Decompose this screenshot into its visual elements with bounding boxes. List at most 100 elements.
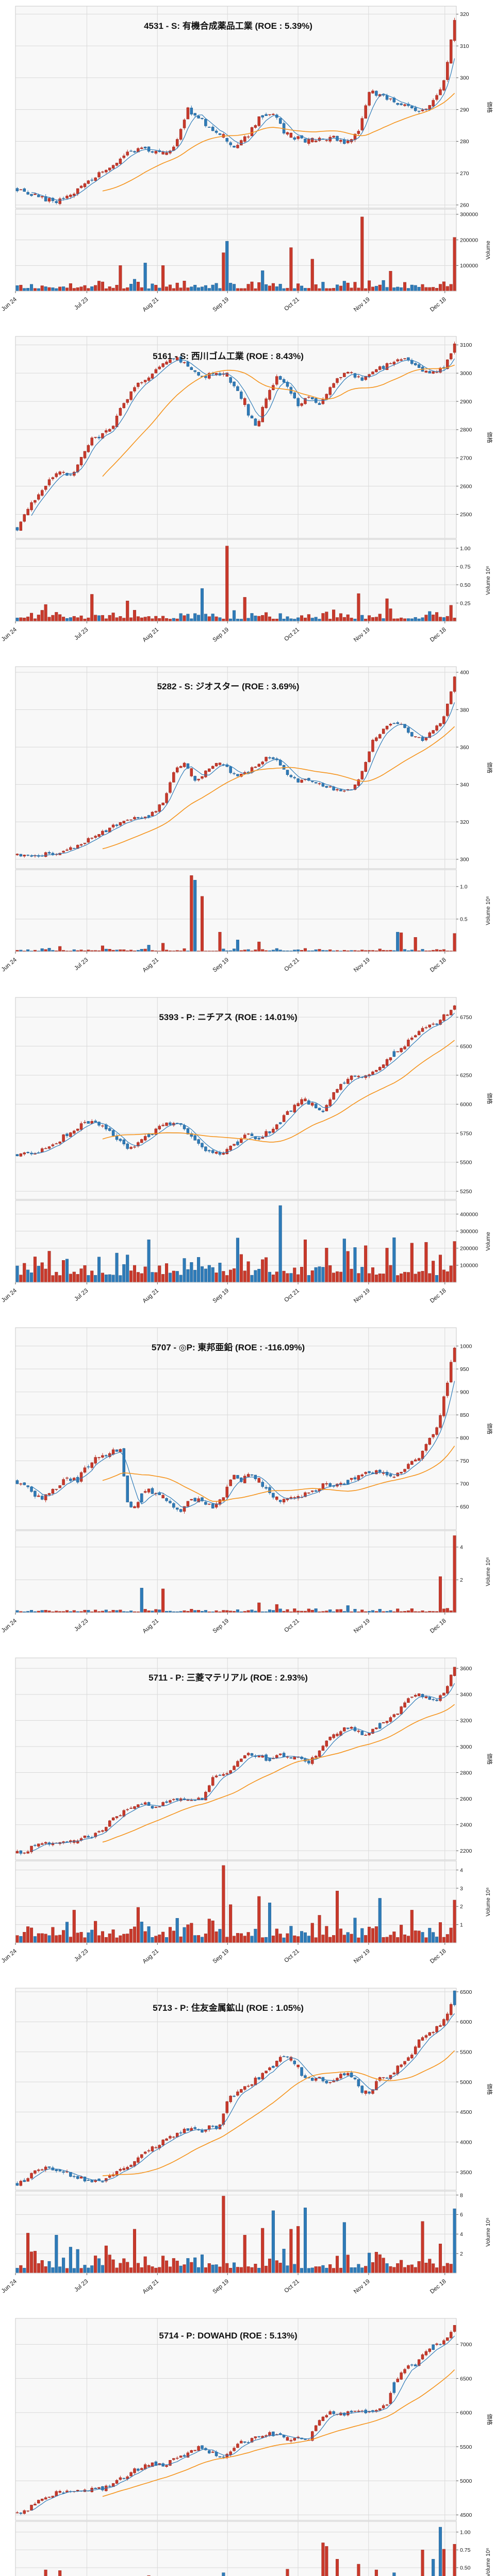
candles-group xyxy=(15,1005,456,1157)
volume-bars-group xyxy=(44,2527,456,2576)
svg-text:Dec 18: Dec 18 xyxy=(429,1618,448,1635)
svg-text:3100: 3100 xyxy=(460,342,472,348)
svg-text:100000: 100000 xyxy=(460,263,478,269)
svg-text:Jul 23: Jul 23 xyxy=(73,1287,89,1302)
svg-text:320: 320 xyxy=(460,819,469,825)
price-axis-ticks: 2200 2400 2600 2800 3000 3200 3400 3600 xyxy=(456,1666,472,1854)
stock-chart-2: 5161 - S: 西川ゴム工業 (ROE : 8.43%) 2500 2600 2… xyxy=(0,330,495,661)
ma-short-line xyxy=(31,1381,455,1508)
svg-text:310: 310 xyxy=(460,43,469,49)
svg-text:850: 850 xyxy=(460,1412,469,1418)
svg-text:Oct 21: Oct 21 xyxy=(283,626,301,642)
svg-text:Jul 23: Jul 23 xyxy=(73,296,89,311)
svg-text:300000: 300000 xyxy=(460,212,478,218)
svg-text:Jun 24: Jun 24 xyxy=(1,957,19,973)
svg-text:800: 800 xyxy=(460,1435,469,1441)
svg-text:100000: 100000 xyxy=(460,1262,478,1268)
svg-text:Jul 23: Jul 23 xyxy=(73,1618,89,1633)
svg-text:1000: 1000 xyxy=(460,1343,472,1349)
svg-text:0.25: 0.25 xyxy=(460,600,471,606)
svg-text:270: 270 xyxy=(460,171,469,177)
svg-text:Oct 21: Oct 21 xyxy=(283,1948,301,1964)
price-axis-label: 価格 xyxy=(486,2083,493,2095)
svg-text:360: 360 xyxy=(460,744,469,751)
svg-text:1: 1 xyxy=(460,1922,463,1928)
ma-long-line xyxy=(102,2369,455,2497)
svg-text:Dec 18: Dec 18 xyxy=(429,626,448,643)
svg-text:1.0: 1.0 xyxy=(460,884,468,890)
volume-axis-label: Volume 10⁶ xyxy=(485,2217,491,2247)
svg-text:2600: 2600 xyxy=(460,1796,472,1802)
svg-text:3500: 3500 xyxy=(460,2170,472,2176)
x-axis-labels: Jun 24 Jul 23 Aug 21 Sep 19 Oct 21 Nov 19 Dec … xyxy=(1,952,448,974)
svg-text:Nov 19: Nov 19 xyxy=(353,1618,371,1635)
svg-text:Jul 23: Jul 23 xyxy=(73,1948,89,1963)
x-axis-labels: Jun 24 Jul 23 Aug 21 Sep 19 Oct 21 Nov 19 Dec … xyxy=(1,1942,448,1965)
svg-text:3600: 3600 xyxy=(460,1666,472,1672)
volume-panel: 0.5 1.0 Volume 10⁶ xyxy=(15,869,491,952)
ma-short-line xyxy=(31,1683,455,1852)
svg-text:5000: 5000 xyxy=(460,2079,472,2086)
svg-text:2: 2 xyxy=(460,2251,463,2257)
volume-panel: 100000 200000 300000 400000 Volume xyxy=(15,1200,491,1283)
volume-axis-label: Volume 10⁶ xyxy=(485,1557,491,1586)
svg-text:Nov 19: Nov 19 xyxy=(353,2278,371,2295)
svg-text:0.5: 0.5 xyxy=(460,917,468,923)
price-panel: 3500 4000 4500 5000 5500 6000 6500 価格 xyxy=(15,1988,493,2191)
ma-long-line xyxy=(102,93,455,192)
svg-text:Jul 23: Jul 23 xyxy=(73,626,89,641)
svg-text:Aug 21: Aug 21 xyxy=(142,296,160,313)
svg-text:Aug 21: Aug 21 xyxy=(142,2278,160,2295)
price-axis-label: 価格 xyxy=(486,101,493,113)
volume-axis-ticks: 0.5 1.0 xyxy=(456,884,468,923)
svg-text:Oct 21: Oct 21 xyxy=(283,1287,301,1303)
svg-text:6750: 6750 xyxy=(460,1014,472,1021)
svg-text:380: 380 xyxy=(460,707,469,714)
svg-text:1.00: 1.00 xyxy=(460,546,471,552)
svg-text:340: 340 xyxy=(460,782,469,788)
x-axis-labels: Jun 24 Jul 23 Aug 21 Sep 19 Oct 21 Nov 19 Dec … xyxy=(1,621,448,643)
candles-group xyxy=(15,18,456,206)
svg-text:Oct 21: Oct 21 xyxy=(283,296,301,312)
candlestick-chart: 2200 2400 2600 2800 3000 3200 3400 3600 価格 1 2 3 4 Vo… xyxy=(1,1657,493,1965)
price-panel: 2500 2600 2700 2800 2900 3000 3100 価格 xyxy=(15,336,493,539)
volume-axis-ticks: 0.250.500.751.00 xyxy=(456,2530,471,2571)
svg-text:700: 700 xyxy=(460,1481,469,1487)
volume-axis-ticks: 100000 200000 300000 xyxy=(456,212,478,269)
svg-text:Sep 19: Sep 19 xyxy=(212,2278,230,2295)
candlestick-chart: 2500260027002800290030003100価格0.250.500.… xyxy=(1,336,493,643)
svg-text:400: 400 xyxy=(460,670,469,676)
volume-panel: 2 4 6 8 Volume 10⁶ xyxy=(15,2191,491,2274)
volume-bars-group xyxy=(15,1865,456,1943)
volume-axis-label: Volume 10⁶ xyxy=(485,896,491,926)
svg-text:Sep 19: Sep 19 xyxy=(212,626,230,643)
svg-text:Nov 19: Nov 19 xyxy=(353,1287,371,1304)
svg-text:280: 280 xyxy=(460,139,469,145)
svg-text:300000: 300000 xyxy=(460,1228,478,1234)
svg-text:Dec 18: Dec 18 xyxy=(429,2278,448,2295)
price-axis-label: 価格 xyxy=(486,432,493,443)
price-axis-ticks: 3500 4000 4500 5000 5500 6000 6500 xyxy=(456,1989,472,2176)
svg-text:3200: 3200 xyxy=(460,1718,472,1724)
stock-chart-7: 5713 - P: 住友金属鉱山 (ROE : 1.05%) 3500 4000 4… xyxy=(0,1982,495,2313)
x-axis-labels: Jun 24 Jul 23 Aug 21 Sep 19 Oct 21 Nov 19 Dec … xyxy=(1,1612,448,1635)
volume-panel: 100000 200000 300000 Volume xyxy=(15,209,491,292)
volume-axis-ticks: 100000 200000 300000 400000 xyxy=(456,1211,478,1268)
svg-text:Nov 19: Nov 19 xyxy=(353,626,371,643)
svg-text:Nov 19: Nov 19 xyxy=(353,957,371,974)
volume-axis-label: Volume 10⁶ xyxy=(485,1887,491,1917)
svg-text:400000: 400000 xyxy=(460,1211,478,1217)
price-panel: 5250 5500 5750 6000 6250 6500 6750 価格 xyxy=(15,997,493,1200)
svg-text:Oct 21: Oct 21 xyxy=(283,1618,301,1634)
stock-chart-3: 5282 - S: ジオスター (ROE : 3.69%) 300 320 340 3… xyxy=(0,660,495,991)
svg-text:260: 260 xyxy=(460,202,469,209)
svg-text:650: 650 xyxy=(460,1504,469,1510)
svg-text:Jun 24: Jun 24 xyxy=(1,296,19,313)
svg-text:Dec 18: Dec 18 xyxy=(429,1287,448,1304)
svg-text:Nov 19: Nov 19 xyxy=(353,296,371,313)
x-axis-labels: Jun 24 Jul 23 Aug 21 Sep 19 Oct 21 Nov 19 Dec … xyxy=(1,1282,448,1304)
svg-text:5500: 5500 xyxy=(460,2049,472,2056)
ma-short-line xyxy=(31,1012,455,1154)
